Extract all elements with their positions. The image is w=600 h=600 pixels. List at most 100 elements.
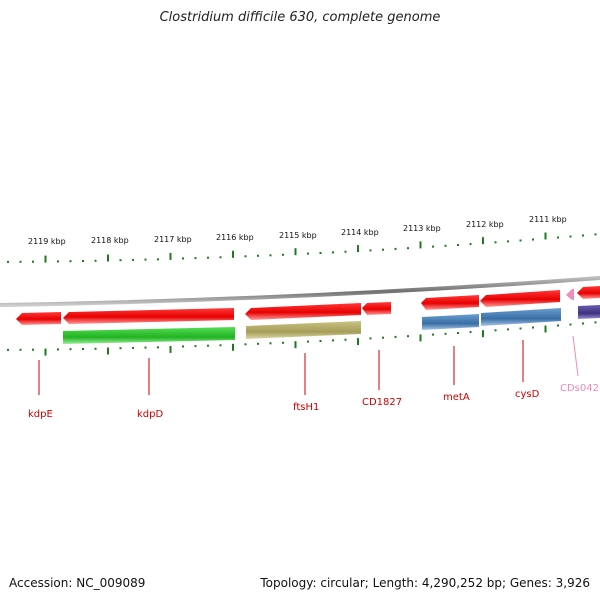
major-tick — [419, 334, 422, 342]
cds-arrow-metA[interactable] — [421, 295, 479, 310]
product-bar-cysD[interactable] — [481, 308, 561, 326]
minor-tick — [557, 236, 559, 239]
gene-label-CDs042[interactable]: CDs042 — [560, 383, 599, 394]
minor-tick — [319, 340, 322, 342]
gene-label-ftsH1[interactable]: ftsH1 — [293, 402, 319, 413]
minor-tick — [94, 259, 97, 262]
minor-tick — [569, 235, 572, 238]
minor-tick — [432, 245, 434, 248]
gene-label-kdpE[interactable]: kdpE — [28, 409, 53, 420]
minor-tick — [494, 329, 497, 332]
minor-tick — [569, 323, 572, 326]
minor-tick — [82, 260, 84, 262]
gene-label-CD1827[interactable]: CD1827 — [362, 397, 402, 408]
minor-tick — [344, 338, 347, 341]
minor-tick — [332, 251, 334, 254]
gene-label-cysD[interactable]: cysD — [515, 389, 540, 400]
major-tick — [357, 338, 359, 346]
gene-label-metA[interactable]: metA — [443, 392, 470, 403]
major-tick — [232, 250, 234, 258]
product-bar-kdpD[interactable] — [63, 327, 235, 344]
minor-tick — [282, 341, 284, 344]
product-bar-metA[interactable] — [422, 314, 479, 330]
minor-tick — [457, 332, 459, 334]
major-tick — [482, 330, 484, 338]
genome-backbone — [0, 276, 600, 307]
minor-tick — [19, 348, 22, 351]
cds-arrow-pink[interactable] — [566, 289, 574, 300]
major-tick — [419, 241, 422, 249]
minor-tick — [282, 253, 284, 256]
ruler-labels: 2119 kbp 2118 kbp 2117 kbp 2116 kbp 2115… — [28, 215, 567, 246]
minor-tick — [144, 346, 147, 349]
ruler-label: 2119 kbp — [28, 237, 66, 246]
minor-tick — [257, 254, 259, 257]
minor-tick — [194, 345, 197, 348]
minor-tick — [369, 337, 372, 340]
ruler-label: 2113 kbp — [403, 224, 441, 233]
minor-tick — [19, 260, 22, 263]
ruler-ticks-lower — [7, 321, 597, 356]
minor-tick — [394, 247, 397, 250]
cds-arrow-cysD[interactable] — [480, 290, 560, 307]
minor-tick — [82, 348, 84, 350]
minor-tick — [94, 347, 97, 350]
minor-tick — [69, 260, 72, 263]
minor-tick — [32, 260, 34, 263]
major-tick — [44, 348, 47, 356]
ruler-label: 2116 kbp — [216, 233, 254, 242]
minor-tick — [257, 342, 259, 345]
minor-tick — [32, 348, 34, 351]
minor-tick — [219, 344, 222, 347]
major-tick — [294, 248, 297, 256]
minor-tick — [594, 233, 597, 236]
minor-tick — [157, 258, 159, 261]
ruler-label: 2115 kbp — [279, 231, 317, 240]
product-bar-purple[interactable] — [578, 305, 600, 319]
minor-tick — [432, 333, 434, 336]
minor-tick — [69, 348, 72, 351]
cds-arrow-ftsH1[interactable] — [245, 303, 361, 320]
minor-tick — [157, 346, 159, 349]
accession-text: Accession: NC_009089 — [9, 576, 146, 590]
minor-tick — [407, 335, 409, 338]
minor-tick — [319, 252, 322, 254]
product-row — [63, 305, 600, 344]
cds-arrow-edge[interactable] — [577, 286, 600, 299]
cds-arrow-kdpE[interactable] — [16, 312, 61, 325]
minor-tick — [332, 339, 334, 342]
minor-tick — [269, 254, 272, 257]
minor-tick — [557, 324, 559, 327]
minor-tick — [194, 257, 197, 260]
minor-tick — [532, 326, 534, 329]
minor-tick — [119, 259, 122, 262]
minor-tick — [582, 234, 584, 237]
cds-arrow-kdpD[interactable] — [63, 308, 234, 324]
minor-tick — [507, 328, 509, 331]
minor-tick — [519, 327, 522, 330]
major-tick — [107, 254, 109, 262]
cds-row — [16, 286, 600, 325]
minor-tick — [594, 321, 597, 324]
minor-tick — [444, 244, 447, 247]
major-tick — [544, 325, 547, 333]
minor-tick — [7, 348, 9, 351]
minor-tick — [532, 238, 534, 241]
gene-label-kdpD[interactable]: kdpD — [137, 409, 163, 420]
minor-tick — [57, 348, 59, 351]
minor-tick — [244, 255, 247, 258]
ruler-ticks-upper — [7, 232, 597, 263]
product-bar-ftsH1[interactable] — [246, 321, 361, 339]
minor-tick — [382, 248, 384, 251]
minor-tick — [444, 332, 447, 335]
ruler-label: 2114 kbp — [341, 228, 379, 237]
minor-tick — [344, 250, 347, 253]
minor-tick — [119, 347, 122, 350]
minor-tick — [144, 258, 147, 261]
cds-arrow-CD1827[interactable] — [362, 302, 391, 315]
ruler-label: 2112 kbp — [466, 220, 504, 229]
major-tick — [169, 252, 172, 260]
minor-tick — [307, 340, 309, 343]
minor-tick — [132, 346, 134, 349]
